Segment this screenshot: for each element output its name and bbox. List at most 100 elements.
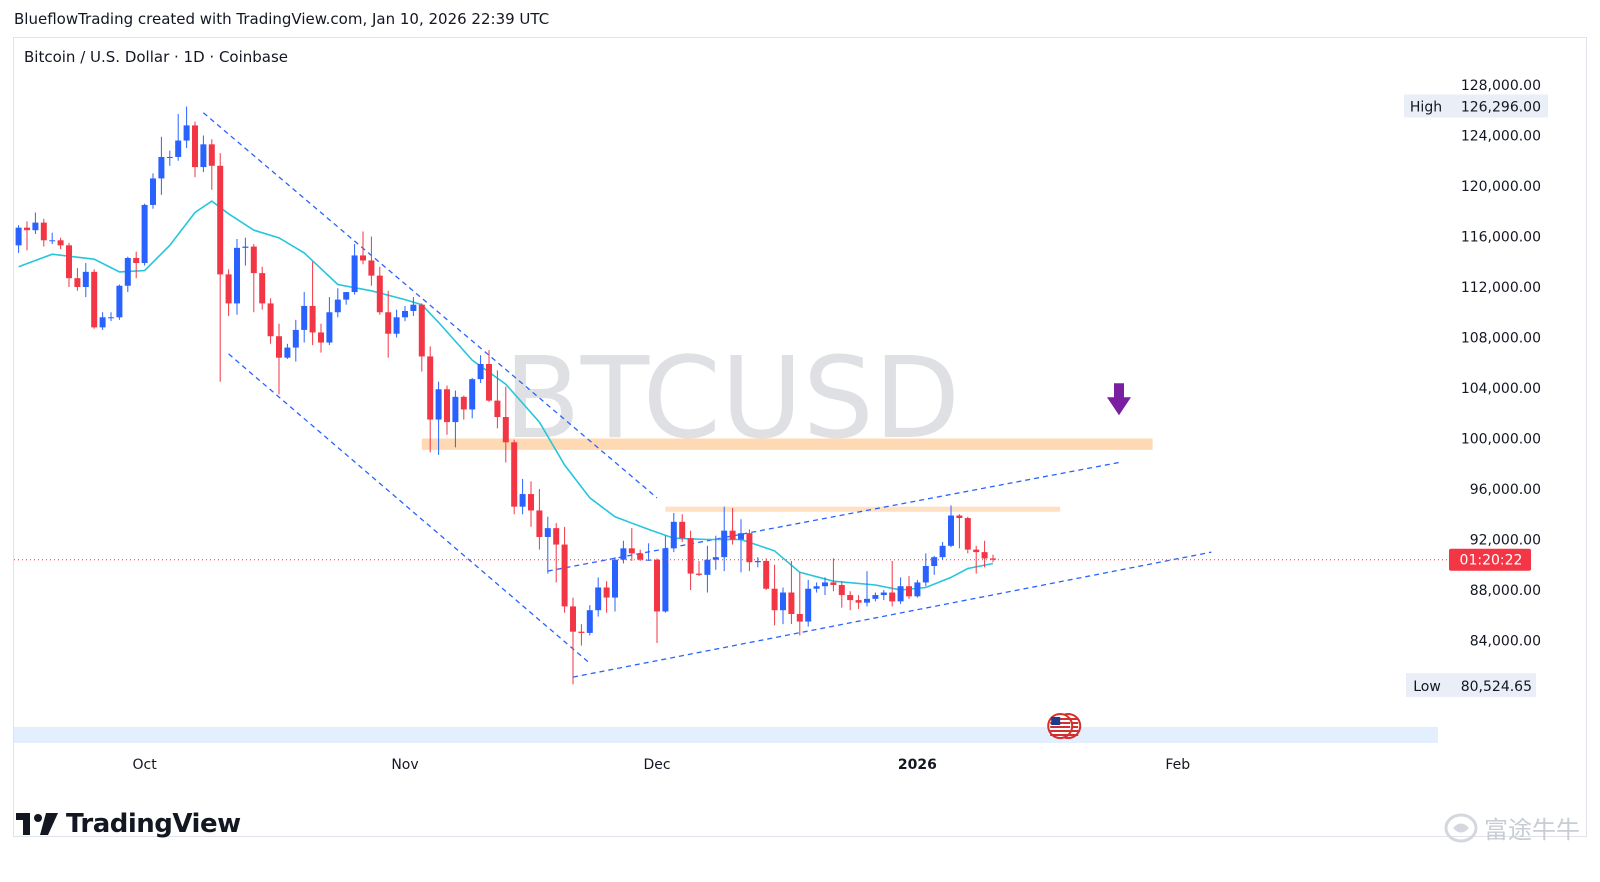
- candle-body[interactable]: [872, 595, 879, 599]
- candle-body[interactable]: [662, 548, 669, 612]
- candle-body[interactable]: [418, 304, 425, 357]
- candle-body[interactable]: [696, 573, 702, 575]
- candle-body[interactable]: [452, 396, 459, 423]
- candle-body[interactable]: [183, 125, 190, 141]
- time-scrollbar[interactable]: [14, 727, 1438, 743]
- candle-body[interactable]: [595, 587, 602, 611]
- candle-body[interactable]: [225, 274, 232, 304]
- trend-line[interactable]: [202, 112, 658, 499]
- candle-body[interactable]: [502, 417, 509, 443]
- candle-body[interactable]: [528, 494, 534, 511]
- candle-body[interactable]: [931, 557, 938, 567]
- candle-body[interactable]: [519, 494, 526, 507]
- candle-body[interactable]: [889, 592, 896, 602]
- candle-body[interactable]: [234, 247, 240, 304]
- candle-body[interactable]: [679, 521, 686, 539]
- candle-body[interactable]: [704, 559, 711, 575]
- candle-body[interactable]: [200, 144, 207, 168]
- candle-body[interactable]: [796, 613, 803, 622]
- candle-body[interactable]: [276, 336, 282, 358]
- candle-body[interactable]: [444, 389, 450, 423]
- candle-body[interactable]: [738, 533, 744, 540]
- candle-body[interactable]: [301, 305, 308, 330]
- candle-body[interactable]: [822, 582, 828, 587]
- candle-body[interactable]: [326, 312, 333, 343]
- candle-body[interactable]: [99, 317, 106, 328]
- candle-body[interactable]: [74, 278, 81, 287]
- candle-body[interactable]: [838, 584, 845, 596]
- trend-line[interactable]: [572, 551, 1212, 678]
- candle-body[interactable]: [124, 257, 131, 286]
- candle-body[interactable]: [511, 442, 518, 507]
- candle-body[interactable]: [880, 592, 887, 596]
- candle-body[interactable]: [435, 389, 442, 420]
- trend-line[interactable]: [547, 461, 1120, 572]
- candle-body[interactable]: [40, 222, 47, 241]
- candle-body[interactable]: [922, 566, 929, 583]
- candle-body[interactable]: [805, 588, 812, 622]
- candle-body[interactable]: [334, 299, 341, 313]
- candle-body[interactable]: [654, 559, 660, 612]
- candle-body[interactable]: [242, 246, 249, 248]
- candle-body[interactable]: [57, 240, 64, 246]
- candle-body[interactable]: [637, 553, 644, 560]
- candle-body[interactable]: [393, 317, 400, 334]
- candle-body[interactable]: [746, 533, 753, 563]
- candle-body[interactable]: [208, 144, 215, 166]
- candle-body[interactable]: [544, 528, 551, 537]
- candle-body[interactable]: [973, 549, 980, 553]
- candle-body[interactable]: [15, 227, 22, 246]
- candle-body[interactable]: [855, 600, 862, 603]
- candle-body[interactable]: [687, 538, 694, 574]
- candle-body[interactable]: [343, 292, 350, 300]
- candle-body[interactable]: [612, 559, 618, 598]
- candle-body[interactable]: [376, 275, 383, 313]
- candle-body[interactable]: [402, 310, 408, 318]
- candle-body[interactable]: [754, 560, 761, 563]
- candle-body[interactable]: [536, 510, 543, 537]
- candle-body[interactable]: [847, 595, 854, 601]
- candle-body[interactable]: [981, 552, 988, 559]
- candle-body[interactable]: [82, 271, 89, 287]
- candle-body[interactable]: [158, 156, 165, 179]
- candle-body[interactable]: [813, 586, 820, 589]
- candle-body[interactable]: [141, 204, 148, 264]
- candle-body[interactable]: [578, 631, 585, 633]
- tradingview-logo[interactable]: TradingView: [16, 808, 241, 840]
- candle-body[interactable]: [906, 586, 912, 597]
- candle-body[interactable]: [250, 246, 257, 274]
- candle-body[interactable]: [175, 140, 182, 157]
- candle-body[interactable]: [729, 530, 736, 540]
- candle-body[interactable]: [133, 257, 140, 264]
- candle-body[interactable]: [620, 548, 627, 560]
- candle-body[interactable]: [166, 156, 173, 158]
- candle-body[interactable]: [292, 329, 299, 348]
- candle-body[interactable]: [561, 544, 568, 607]
- candle-body[interactable]: [427, 356, 434, 420]
- candle-body[interactable]: [318, 332, 324, 343]
- candle-body[interactable]: [586, 610, 593, 633]
- candle-body[interactable]: [830, 582, 837, 585]
- down-arrow-icon[interactable]: [1107, 383, 1131, 416]
- candle-body[interactable]: [360, 255, 366, 261]
- candle-body[interactable]: [477, 364, 484, 380]
- candle-body[interactable]: [284, 347, 291, 358]
- candle-body[interactable]: [603, 587, 610, 598]
- candle-body[interactable]: [469, 379, 476, 410]
- candle-body[interactable]: [956, 515, 963, 519]
- candle-body[interactable]: [259, 273, 266, 304]
- candle-body[interactable]: [309, 305, 316, 333]
- candle-body[interactable]: [570, 606, 576, 632]
- candle-body[interactable]: [712, 557, 719, 560]
- candle-body[interactable]: [385, 312, 392, 334]
- candle-body[interactable]: [628, 548, 635, 554]
- candle-body[interactable]: [763, 560, 770, 589]
- candle-body[interactable]: [948, 515, 954, 546]
- candle-body[interactable]: [32, 222, 39, 231]
- candle-body[interactable]: [897, 586, 904, 602]
- candle-body[interactable]: [780, 592, 786, 611]
- candle-body[interactable]: [351, 255, 358, 293]
- candle-body[interactable]: [864, 598, 870, 603]
- candle-body[interactable]: [192, 125, 198, 168]
- candle-body[interactable]: [914, 582, 921, 597]
